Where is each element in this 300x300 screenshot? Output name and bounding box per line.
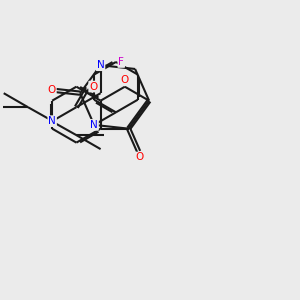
Text: O: O: [136, 152, 144, 163]
Text: F: F: [118, 57, 124, 67]
Text: N: N: [97, 60, 104, 70]
Text: O: O: [48, 85, 56, 95]
Text: N: N: [48, 116, 56, 126]
Text: O: O: [121, 75, 129, 85]
Text: O: O: [89, 82, 98, 92]
Text: N: N: [90, 120, 98, 130]
